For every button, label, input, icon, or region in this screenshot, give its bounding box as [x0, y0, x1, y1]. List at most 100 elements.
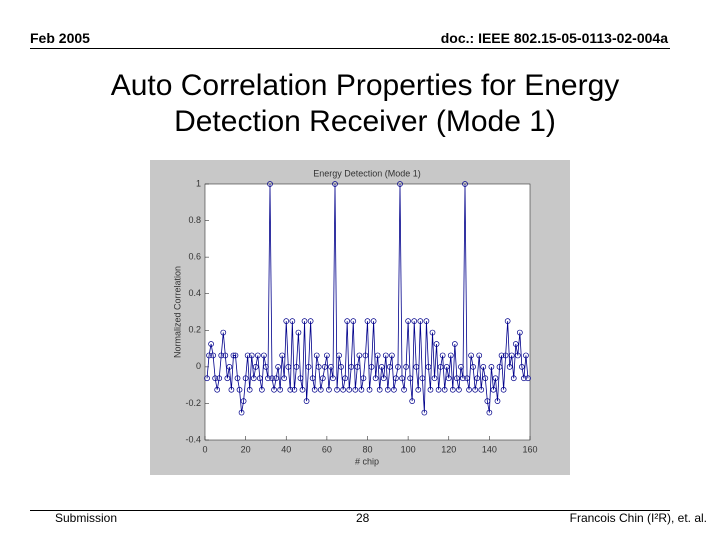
data-point [435, 386, 442, 393]
data-point [248, 352, 255, 359]
data-point [293, 364, 300, 370]
data-point [504, 318, 511, 324]
data-point [256, 375, 263, 382]
data-point [244, 352, 251, 359]
data-point [368, 364, 375, 370]
data-point [421, 409, 428, 416]
x-tick-label: 80 [362, 444, 372, 454]
data-point [216, 375, 223, 382]
data-point [443, 364, 450, 370]
data-point [283, 318, 290, 324]
data-point [492, 375, 499, 382]
data-point [218, 352, 225, 359]
data-point [204, 375, 210, 382]
header-rule [30, 48, 670, 49]
data-point [348, 364, 355, 370]
data-point [458, 364, 464, 370]
data-point [391, 386, 397, 393]
data-point [250, 375, 257, 382]
data-point [222, 352, 229, 359]
data-point [252, 364, 259, 370]
data-point [267, 181, 273, 187]
data-point [338, 364, 344, 370]
data-point [514, 352, 521, 359]
data-point [476, 352, 483, 359]
data-point [415, 386, 422, 393]
data-point [449, 386, 456, 393]
data-point [214, 386, 221, 393]
data-point [376, 386, 383, 393]
data-point [360, 375, 367, 382]
data-point [512, 341, 519, 347]
data-point [480, 364, 487, 370]
data-point [238, 409, 245, 416]
slide-title: Auto Correlation Properties for Energy D… [110, 69, 620, 138]
data-point [240, 398, 247, 404]
data-point [470, 364, 476, 370]
x-tick-label: 60 [322, 444, 332, 454]
data-point [389, 352, 395, 359]
x-tick-label: 140 [482, 444, 497, 454]
data-point [403, 364, 409, 370]
x-tick-label: 20 [241, 444, 251, 454]
data-point [275, 364, 281, 370]
data-point [439, 352, 446, 359]
data-point [236, 386, 243, 393]
data-point [411, 318, 418, 324]
data-point [346, 386, 353, 393]
data-point [307, 318, 314, 324]
data-point [407, 375, 414, 382]
plot-area [204, 183, 531, 441]
data-point [263, 364, 269, 370]
data-point [311, 386, 318, 393]
data-point [508, 352, 515, 359]
data-point [498, 352, 505, 359]
data-point [386, 364, 393, 370]
y-tick-label: 0.2 [188, 325, 201, 335]
data-point [352, 386, 359, 393]
data-point [340, 386, 346, 393]
data-point [395, 364, 401, 370]
data-point [425, 364, 432, 370]
data-point [496, 364, 503, 370]
data-point [462, 181, 468, 187]
data-point [305, 364, 312, 370]
data-point [409, 398, 416, 404]
data-point [429, 329, 436, 336]
data-point [326, 386, 332, 393]
data-point [516, 329, 523, 336]
y-tick-label: -0.2 [185, 398, 201, 408]
data-point [289, 318, 296, 324]
data-point [510, 375, 517, 382]
y-axis-label: Normalized Correlation [172, 266, 182, 358]
y-tick-label: 0 [196, 361, 201, 371]
data-point [230, 352, 237, 359]
x-axis-label: # chip [355, 456, 379, 466]
data-point [494, 398, 501, 404]
data-point [350, 318, 357, 324]
data-point [378, 364, 385, 370]
data-point [525, 375, 531, 382]
y-tick-label: 1 [196, 178, 201, 188]
header-doc: doc.: IEEE 802.15-05-0113-02-004a [440, 30, 668, 46]
data-point [299, 386, 306, 393]
data-point [334, 386, 340, 393]
x-tick-label: 40 [281, 444, 291, 454]
data-point [336, 352, 342, 359]
y-tick-label: 0.4 [188, 288, 201, 298]
data-point [206, 352, 212, 359]
data-point [315, 364, 322, 370]
data-point [224, 375, 231, 382]
data-point [490, 386, 497, 393]
data-point [523, 352, 529, 359]
data-point [356, 352, 363, 359]
data-point [281, 375, 288, 382]
data-point [228, 386, 235, 393]
data-point [364, 318, 371, 324]
data-point [397, 181, 403, 187]
footer-left: Submission [55, 511, 118, 525]
y-tick-label: 0.8 [188, 215, 201, 225]
data-point [220, 329, 227, 336]
data-point [519, 364, 525, 370]
data-point [317, 386, 324, 393]
